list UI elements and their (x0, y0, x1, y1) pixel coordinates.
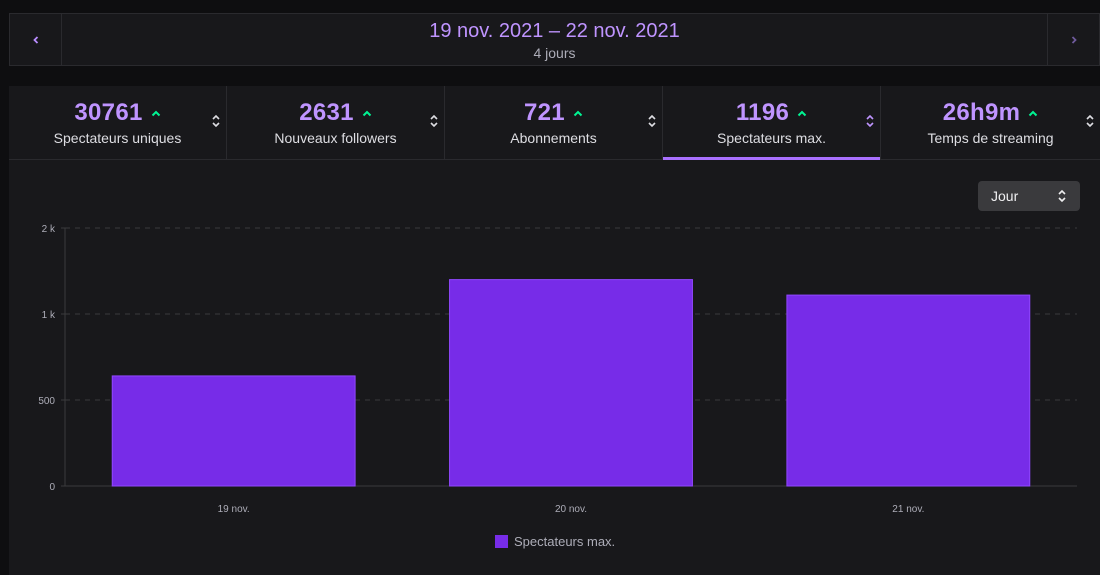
stat-value: 30761 (74, 99, 143, 126)
date-range-text: 19 nov. 2021 – 22 nov. 2021 (429, 19, 680, 42)
sort-icon (648, 114, 656, 128)
trend-up-icon (362, 110, 372, 117)
stat-value: 2631 (299, 99, 354, 126)
stat-streaming-time[interactable]: 26h9m Temps de streaming (881, 86, 1100, 159)
stat-value: 26h9m (942, 99, 1021, 126)
select-arrows-icon (1058, 189, 1066, 203)
bar (786, 294, 1031, 487)
date-range-navigator: 19 nov. 2021 – 22 nov. 2021 4 jours (9, 13, 1100, 66)
stat-unique-viewers[interactable]: 30761 Spectateurs uniques (9, 86, 227, 159)
trend-up-icon (151, 110, 160, 117)
x-tick-label: 21 nov. (892, 504, 924, 515)
stat-max-viewers[interactable]: 1196 Spectateurs max. (663, 86, 881, 160)
legend-label: Spectateurs max. (514, 534, 616, 549)
x-tick-label: 19 nov. (218, 504, 250, 515)
granularity-select[interactable]: Jour (978, 181, 1080, 211)
sort-icon (430, 114, 438, 128)
stat-label: Abonnements (510, 130, 597, 146)
stat-new-followers[interactable]: 2631 Nouveaux followers (227, 86, 445, 159)
legend-swatch (495, 535, 508, 548)
stat-tabs: 30761 Spectateurs uniques 2631 Nouveaux … (9, 86, 1100, 160)
trend-up-icon (573, 110, 583, 117)
max-viewers-bar-chart: 0 500 1 k 2 k 19 nov. 20 nov. 21 nov. (38, 224, 1077, 515)
trend-up-icon (797, 110, 807, 117)
stat-label: Temps de streaming (927, 130, 1054, 146)
sort-icon (866, 114, 874, 128)
date-range-display[interactable]: 19 nov. 2021 – 22 nov. 2021 4 jours (62, 14, 1047, 65)
y-tick-label: 2 k (42, 224, 56, 235)
date-range-duration: 4 jours (533, 44, 576, 61)
y-tick-label: 0 (49, 482, 55, 493)
granularity-select-value: Jour (991, 188, 1019, 204)
bar (111, 375, 356, 487)
chevron-left-icon (32, 35, 38, 44)
trend-up-icon (1029, 110, 1038, 117)
stats-panel: 30761 Spectateurs uniques 2631 Nouveaux … (9, 86, 1100, 575)
stat-value: 721 (524, 99, 565, 126)
chevron-right-icon (1071, 35, 1077, 44)
stat-label: Spectateurs max. (717, 130, 826, 146)
sort-icon (1086, 114, 1094, 128)
y-tick-label: 1 k (42, 310, 56, 321)
stat-subscriptions[interactable]: 721 Abonnements (445, 86, 663, 159)
chart-legend: Spectateurs max. (495, 534, 615, 549)
stat-label: Nouveaux followers (274, 130, 397, 146)
next-period-button[interactable] (1047, 14, 1099, 65)
stat-label: Spectateurs uniques (53, 130, 182, 146)
bar (449, 279, 693, 487)
stat-value: 1196 (735, 99, 790, 126)
x-tick-label: 20 nov. (555, 504, 587, 515)
sort-icon (212, 114, 220, 128)
previous-period-button[interactable] (10, 14, 62, 65)
y-tick-label: 500 (38, 396, 55, 407)
